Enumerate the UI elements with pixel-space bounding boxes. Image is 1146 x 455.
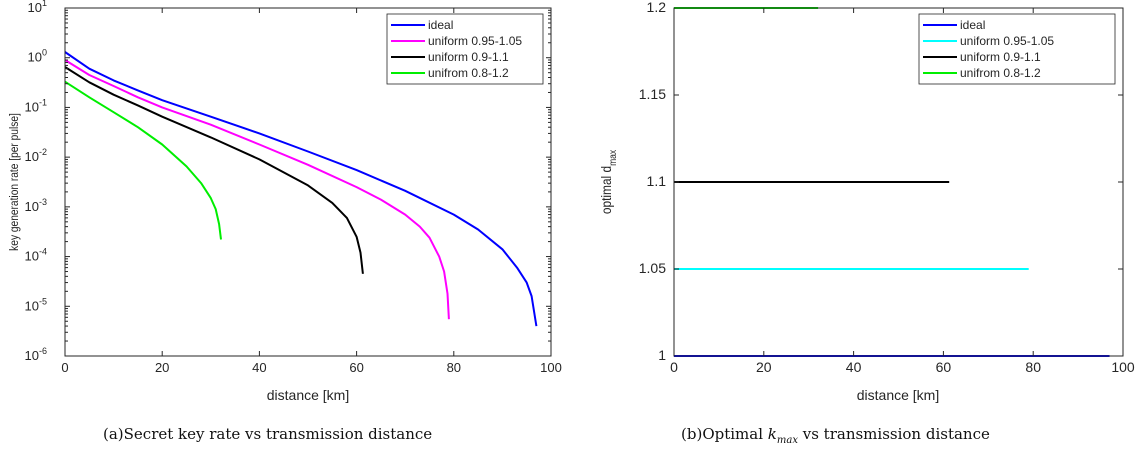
caption-b-text-post: vs transmission distance (797, 425, 990, 443)
chart-a-ylabel: key generation rate [per pulse] (8, 113, 21, 251)
a-xtick-label: 60 (349, 360, 363, 375)
b-ytick-label: 1 (658, 347, 666, 363)
a-xtick-label: 100 (540, 360, 562, 375)
a-legend-label-2: uniform 0.9-1.1 (428, 50, 509, 64)
chart-b-xlabel: distance [km] (857, 387, 939, 403)
caption-a: (a)Secret key rate vs transmission dista… (103, 425, 432, 443)
caption-a-prefix: (a) (103, 425, 124, 443)
a-legend-label-1: uniform 0.95-1.05 (428, 34, 522, 48)
b-xtick-label: 60 (936, 359, 952, 375)
a-ytick-label: 10-3 (25, 197, 47, 214)
b-ytick-label: 1.2 (647, 0, 667, 15)
caption-b-math-main: k (767, 425, 777, 443)
b-xtick-label: 80 (1025, 359, 1041, 375)
b-legend-label-1: uniform 0.95-1.05 (960, 34, 1054, 48)
b-ytick-label: 1.15 (639, 86, 666, 102)
key-rate-chart: 0 20 40 60 80 100 10-6 10-5 10-4 10-3 10-2 10-1 100 1… (8, 0, 562, 403)
a-legend-label-0: ideal (428, 18, 453, 32)
chart-a-series-group (64, 51, 538, 327)
chart-a-legend: ideal uniform 0.95-1.05 uniform 0.9-1.1 uni… (386, 13, 544, 85)
b-ytick-label: 1.1 (647, 173, 667, 189)
chart-b-legend: ideal uniform 0.95-1.05 uniform 0.9-1.1 uni… (918, 13, 1116, 85)
a-xtick-label: 40 (252, 360, 266, 375)
b-xtick-label: 100 (1111, 359, 1135, 375)
a-legend-label-3: unifrom 0.8-1.2 (428, 66, 509, 80)
chart-a-xlabel: distance [km] (267, 387, 349, 403)
a-ytick-label: 10-6 (25, 346, 47, 363)
a-xtick-label: 80 (447, 360, 461, 375)
b-xtick-label: 20 (756, 359, 772, 375)
chart-b-ylabel-sub: max (607, 150, 618, 166)
a-ytick-label: 10-2 (25, 147, 47, 164)
caption-b-prefix: (b) (681, 425, 703, 443)
a-series-line-2 (64, 66, 364, 274)
a-ytick-label: 100 (28, 48, 47, 65)
caption-b-math-sub: max (776, 435, 798, 446)
chart-b-ylabel: optimal dmax (598, 150, 618, 215)
a-ytick-label: 10-1 (25, 97, 47, 114)
a-xtick-label: 20 (155, 360, 169, 375)
caption-a-text: Secret key rate vs transmission distance (123, 425, 433, 443)
caption-b-math: kmax (767, 425, 798, 446)
caption-b-text-pre: Optimal (702, 425, 768, 443)
a-ytick-label: 10-5 (25, 296, 47, 313)
b-legend-label-2: uniform 0.9-1.1 (960, 50, 1041, 64)
a-ytick-label: 10-4 (25, 247, 47, 264)
chart-b-ylabel-main: optimal d (598, 166, 614, 214)
a-series-line-0 (64, 51, 538, 327)
chart-a-plot-frame (64, 7, 552, 357)
caption-b: (b)Optimal kmax vs transmission distance (681, 425, 990, 446)
optimal-dmax-chart: 0 20 40 60 80 100 1 1.05 1.1 1.15 1.2 distance [km… (598, 0, 1135, 403)
a-series-line-1 (64, 59, 450, 320)
b-xtick-label: 0 (670, 359, 678, 375)
a-series-line-3 (64, 80, 222, 240)
a-ytick-label: 101 (28, 0, 47, 15)
b-ytick-label: 1.05 (639, 260, 666, 276)
b-legend-label-0: ideal (960, 18, 985, 32)
b-legend-label-3: unifrom 0.8-1.2 (960, 66, 1041, 80)
a-xtick-label: 0 (61, 360, 68, 375)
b-xtick-label: 40 (846, 359, 862, 375)
